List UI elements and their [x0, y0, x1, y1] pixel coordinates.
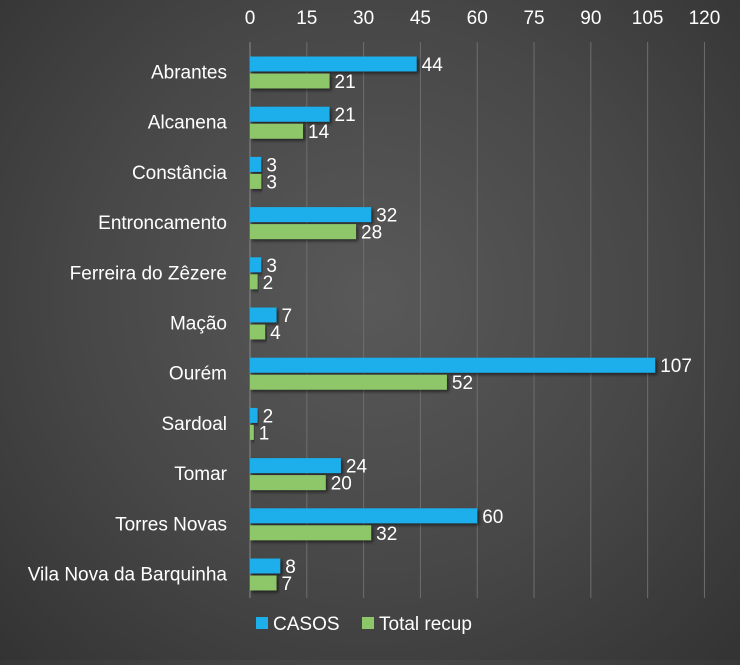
- bar-casos: [250, 56, 417, 72]
- category-label: Vila Nova da Barquinha: [28, 565, 228, 586]
- data-label: 3: [266, 256, 277, 277]
- category-label: Sardoal: [162, 414, 228, 435]
- data-label: 3: [266, 155, 277, 176]
- bar-casos: [250, 508, 478, 524]
- bars: [250, 56, 656, 591]
- x-tick-label: 0: [245, 8, 256, 29]
- data-label: 44: [422, 55, 444, 76]
- bar-casos: [250, 106, 330, 122]
- data-label: 1: [259, 423, 270, 444]
- data-label: 3: [266, 172, 277, 193]
- bar-total-recup: [250, 374, 447, 390]
- data-label: 28: [361, 223, 382, 244]
- bar-total-recup: [250, 73, 330, 89]
- category-labels: Abrantes Alcanena Constância Entroncamento F…: [28, 63, 228, 586]
- bar-casos: [250, 207, 372, 223]
- data-label: 2: [263, 406, 274, 427]
- bar-casos: [250, 307, 277, 323]
- gridlines: [249, 42, 705, 598]
- legend-swatch-total-recup: [362, 617, 374, 629]
- category-label: Mação: [170, 314, 227, 335]
- category-label: Tomar: [174, 464, 227, 485]
- bar-total-recup: [250, 475, 326, 491]
- category-label: Entroncamento: [98, 213, 227, 234]
- data-label: 32: [376, 206, 397, 227]
- x-tick-label: 120: [689, 8, 721, 29]
- x-tick-label: 45: [410, 8, 431, 29]
- data-label: 24: [346, 457, 368, 478]
- legend-label: Total recup: [379, 614, 472, 635]
- data-label: 21: [335, 72, 356, 93]
- x-tick-label: 60: [467, 8, 488, 29]
- category-label: Ourém: [169, 364, 227, 385]
- bar-casos: [250, 407, 258, 423]
- data-label: 21: [335, 105, 356, 126]
- category-label: Alcanena: [148, 113, 228, 134]
- bar-total-recup: [250, 575, 277, 591]
- bar-total-recup: [250, 173, 262, 189]
- data-label: 7: [282, 306, 293, 327]
- bar-casos: [250, 458, 341, 474]
- bar-casos: [250, 257, 262, 273]
- bar-total-recup: [250, 324, 266, 340]
- category-label: Abrantes: [151, 63, 227, 84]
- legend: CASOS Total recup: [256, 614, 472, 635]
- bar-total-recup: [250, 525, 372, 541]
- data-label: 14: [308, 122, 330, 143]
- legend-swatch-casos: [256, 617, 268, 629]
- data-label: 7: [282, 574, 293, 595]
- bar-total-recup: [250, 424, 254, 440]
- x-tick-label: 15: [296, 8, 317, 29]
- bar-total-recup: [250, 274, 258, 290]
- bar-casos: [250, 558, 281, 574]
- bar-total-recup: [250, 224, 357, 240]
- data-label: 20: [331, 474, 352, 495]
- x-tick-label: 90: [580, 8, 601, 29]
- category-label: Torres Novas: [115, 514, 227, 535]
- x-axis-ticks: 0 15 30 45 60 75 90 105 120: [245, 8, 721, 29]
- category-label: Ferreira do Zêzere: [70, 263, 227, 284]
- category-label: Constância: [132, 163, 227, 184]
- bar-total-recup: [250, 123, 304, 139]
- data-label: 60: [482, 507, 503, 528]
- x-tick-label: 105: [632, 8, 664, 29]
- x-tick-label: 75: [523, 8, 544, 29]
- x-tick-label: 30: [353, 8, 374, 29]
- bar-casos: [250, 156, 262, 172]
- data-label: 52: [452, 373, 473, 394]
- data-label: 2: [263, 273, 274, 294]
- data-label: 4: [270, 323, 281, 344]
- data-label: 107: [660, 356, 692, 377]
- bar-casos: [250, 357, 656, 373]
- data-label: 8: [285, 557, 296, 578]
- legend-label: CASOS: [273, 614, 340, 635]
- data-label: 32: [376, 524, 397, 545]
